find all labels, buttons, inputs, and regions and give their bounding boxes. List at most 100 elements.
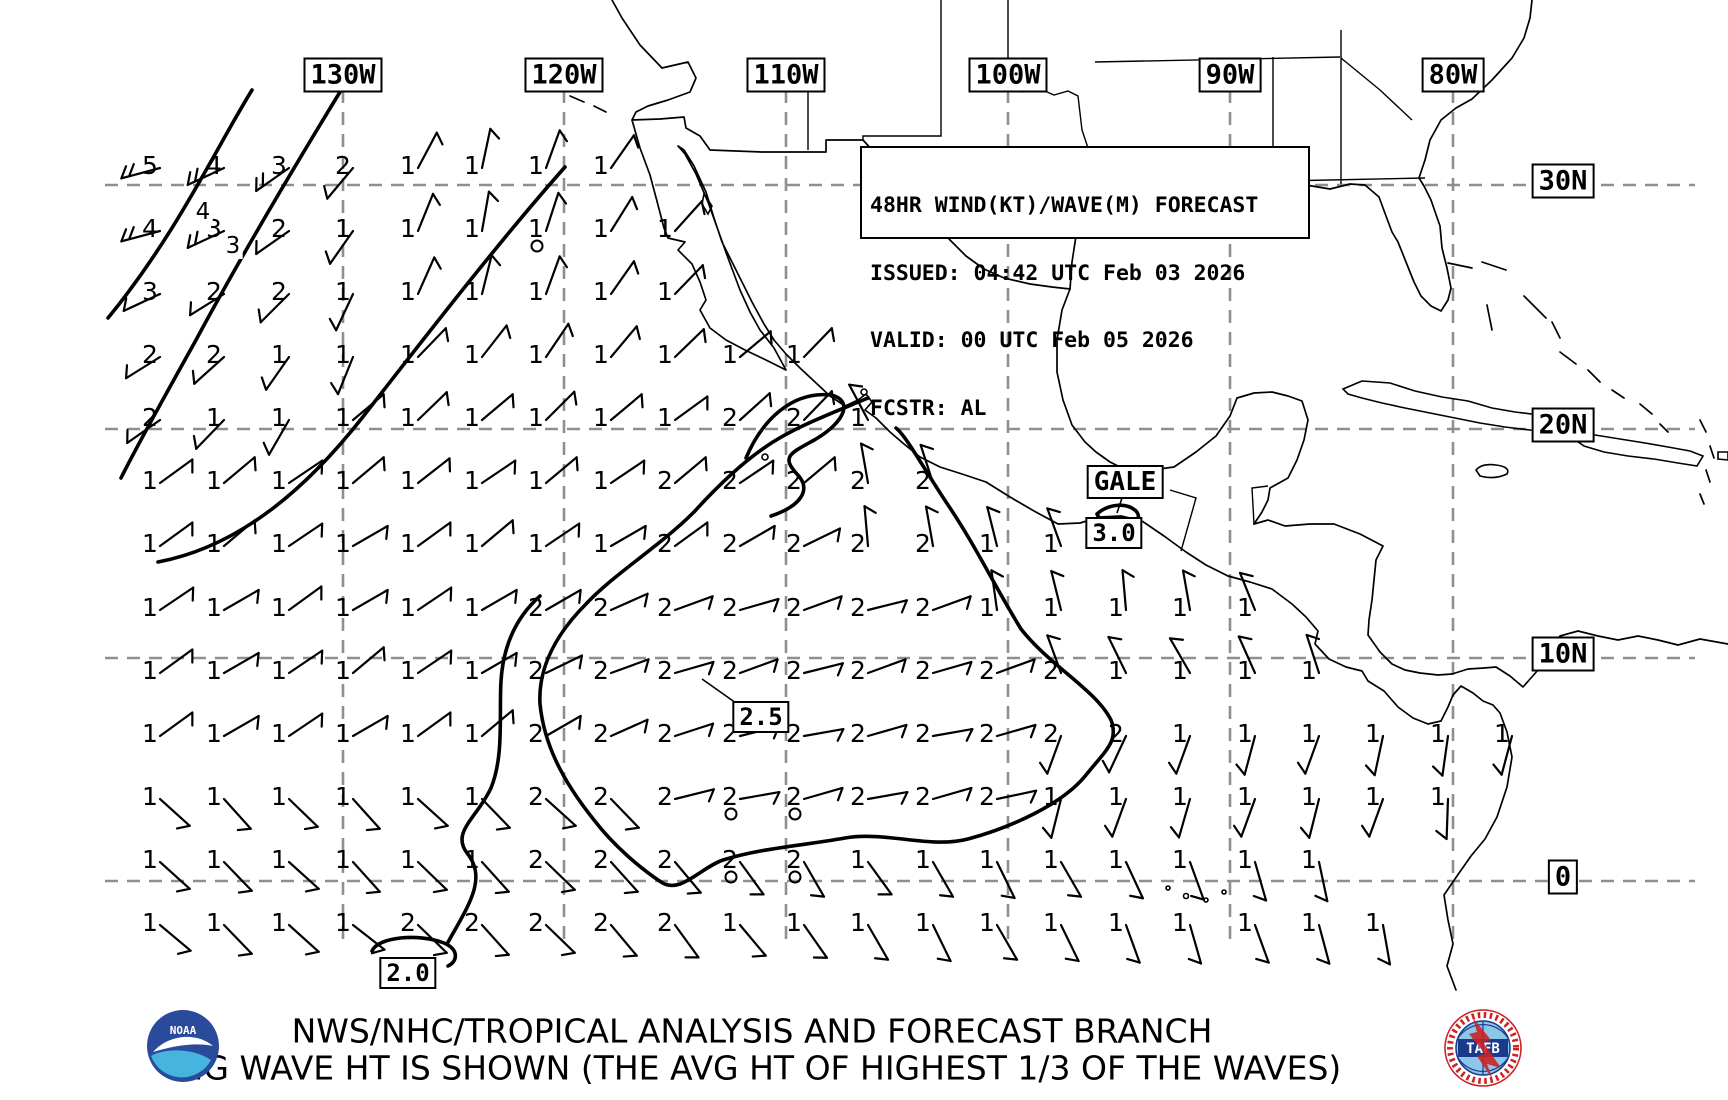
noaa-logo-text: NOAA [170, 1024, 197, 1037]
wind-barb-staff [416, 457, 451, 485]
wind-barb-feather [686, 891, 702, 895]
wind-barb-staff [416, 521, 452, 548]
wind-barb-feather [186, 234, 192, 250]
wind-station: 1 [1168, 637, 1192, 685]
noaa-logo: NOAA [147, 1010, 219, 1082]
wind-barb-staff [195, 418, 226, 450]
wind-barb-staff [995, 923, 1019, 961]
wind-barb-staff [1124, 923, 1141, 964]
wind-barb-staff [995, 723, 1037, 738]
wind-station: 2 [722, 524, 776, 558]
wind-station: 1 [1237, 908, 1270, 964]
wind-barb-feather [1299, 826, 1311, 839]
wind-barb-staff [1177, 797, 1192, 839]
wind-barb-staff [416, 923, 448, 954]
wind-barb-staff [158, 648, 194, 675]
wave-height-value: 1 [1301, 782, 1317, 811]
wind-station: 1 [206, 845, 253, 894]
lat-label-30N: 30N [1531, 163, 1595, 199]
wind-barb-feather [836, 662, 844, 677]
wind-barb-staff [122, 292, 162, 313]
wave-height-value: 2 [593, 593, 609, 622]
wave-height-value: 1 [464, 340, 480, 369]
wind-station: 1 [593, 134, 640, 180]
wind-barb-feather [836, 786, 844, 802]
wind-station: 1 [1103, 782, 1128, 838]
wind-barb-feather [558, 255, 569, 269]
wind-barb-staff [1121, 569, 1128, 612]
wind-barb-staff [931, 660, 973, 675]
wind-station: 1 [271, 908, 320, 956]
wind-barb-staff [480, 393, 514, 422]
wave-height-value: 1 [335, 656, 351, 685]
wind-barb-feather [965, 727, 974, 742]
wave-height-value: 2 [850, 719, 866, 748]
island-chain-dash [569, 95, 585, 103]
wave-height-value: 2 [915, 593, 931, 622]
wind-barb-staff [259, 292, 291, 324]
wind-barb-staff [158, 860, 191, 890]
wind-barb-feather [1305, 633, 1321, 641]
wave-height-value: 1 [142, 593, 158, 622]
wave-height-value: 2 [850, 466, 866, 495]
wind-barb-feather [495, 826, 511, 831]
wind-barb-staff [351, 524, 389, 548]
wind-barb-feather [965, 660, 973, 676]
wind-barb-staff [990, 569, 999, 612]
wind-station: 1 [335, 524, 389, 558]
wind-barb-feather [445, 391, 450, 407]
wave-height-value: 1 [528, 214, 544, 243]
wave-height-value: 1 [400, 151, 416, 180]
wind-station: 2 [850, 593, 908, 622]
wave-height-value: 1 [400, 656, 416, 685]
calm-wind-circle [788, 807, 802, 821]
wave-height-value: 2 [528, 593, 544, 622]
lon-label-80W: 80W [1421, 57, 1485, 93]
wind-barb-staff [351, 393, 385, 422]
wave-height-value: 1 [1365, 719, 1381, 748]
wind-barb-staff [351, 714, 389, 738]
wind-station: 1 [593, 393, 644, 432]
forecast-issued: ISSUED: 04:42 UTC Feb 03 2026 [870, 260, 1246, 286]
wave-height-value: 2 [979, 656, 995, 685]
wind-barb-staff [351, 797, 381, 830]
wind-station: 1 [206, 588, 260, 622]
wind-barb-feather [262, 441, 271, 456]
small-island [1182, 892, 1190, 900]
wave-height-value: 1 [593, 340, 609, 369]
wind-station: 2 [722, 845, 765, 896]
wind-barb-staff [480, 459, 517, 485]
forecast-title: 48HR WIND(KT)/WAVE(M) FORECAST [870, 193, 1259, 218]
wind-station: 1 [206, 519, 257, 558]
wind-station: 1 [142, 586, 195, 622]
wind-barb-staff [866, 923, 890, 961]
wave-height-value: 1 [206, 529, 222, 558]
wave-height-value: 2 [142, 340, 158, 369]
wind-barb-feather [303, 825, 319, 831]
wind-station: 1 [850, 908, 890, 961]
wind-barb-staff [193, 355, 226, 385]
wind-barb-staff [287, 797, 319, 828]
wind-station: 1 [786, 327, 836, 369]
wave-height-value: 1 [1237, 908, 1253, 937]
wind-station: 1 [1301, 845, 1329, 903]
lon-label-120W: 120W [524, 57, 604, 93]
wind-barb-feather [385, 714, 389, 731]
wave-height-value: 1 [206, 719, 222, 748]
wind-barb-feather [382, 646, 386, 662]
wind-station: 1 [142, 458, 194, 495]
wind-barb-staff [673, 788, 715, 801]
wind-barb-staff [255, 166, 291, 193]
wind-barb-staff [738, 459, 775, 485]
wind-barb-feather [900, 723, 908, 739]
contour-label-2m: 2.0 [379, 957, 437, 989]
wind-station: 1 [206, 908, 253, 957]
wind-barb-staff [544, 923, 576, 954]
wind-station: 1 [593, 524, 647, 558]
wind-station: 1 [1043, 507, 1063, 558]
wind-station: 2 [722, 656, 779, 685]
wind-barb-feather [237, 952, 253, 957]
wind-barb-staff [480, 651, 518, 675]
wind-barb-staff [416, 586, 453, 612]
wind-barb-staff [673, 264, 704, 296]
